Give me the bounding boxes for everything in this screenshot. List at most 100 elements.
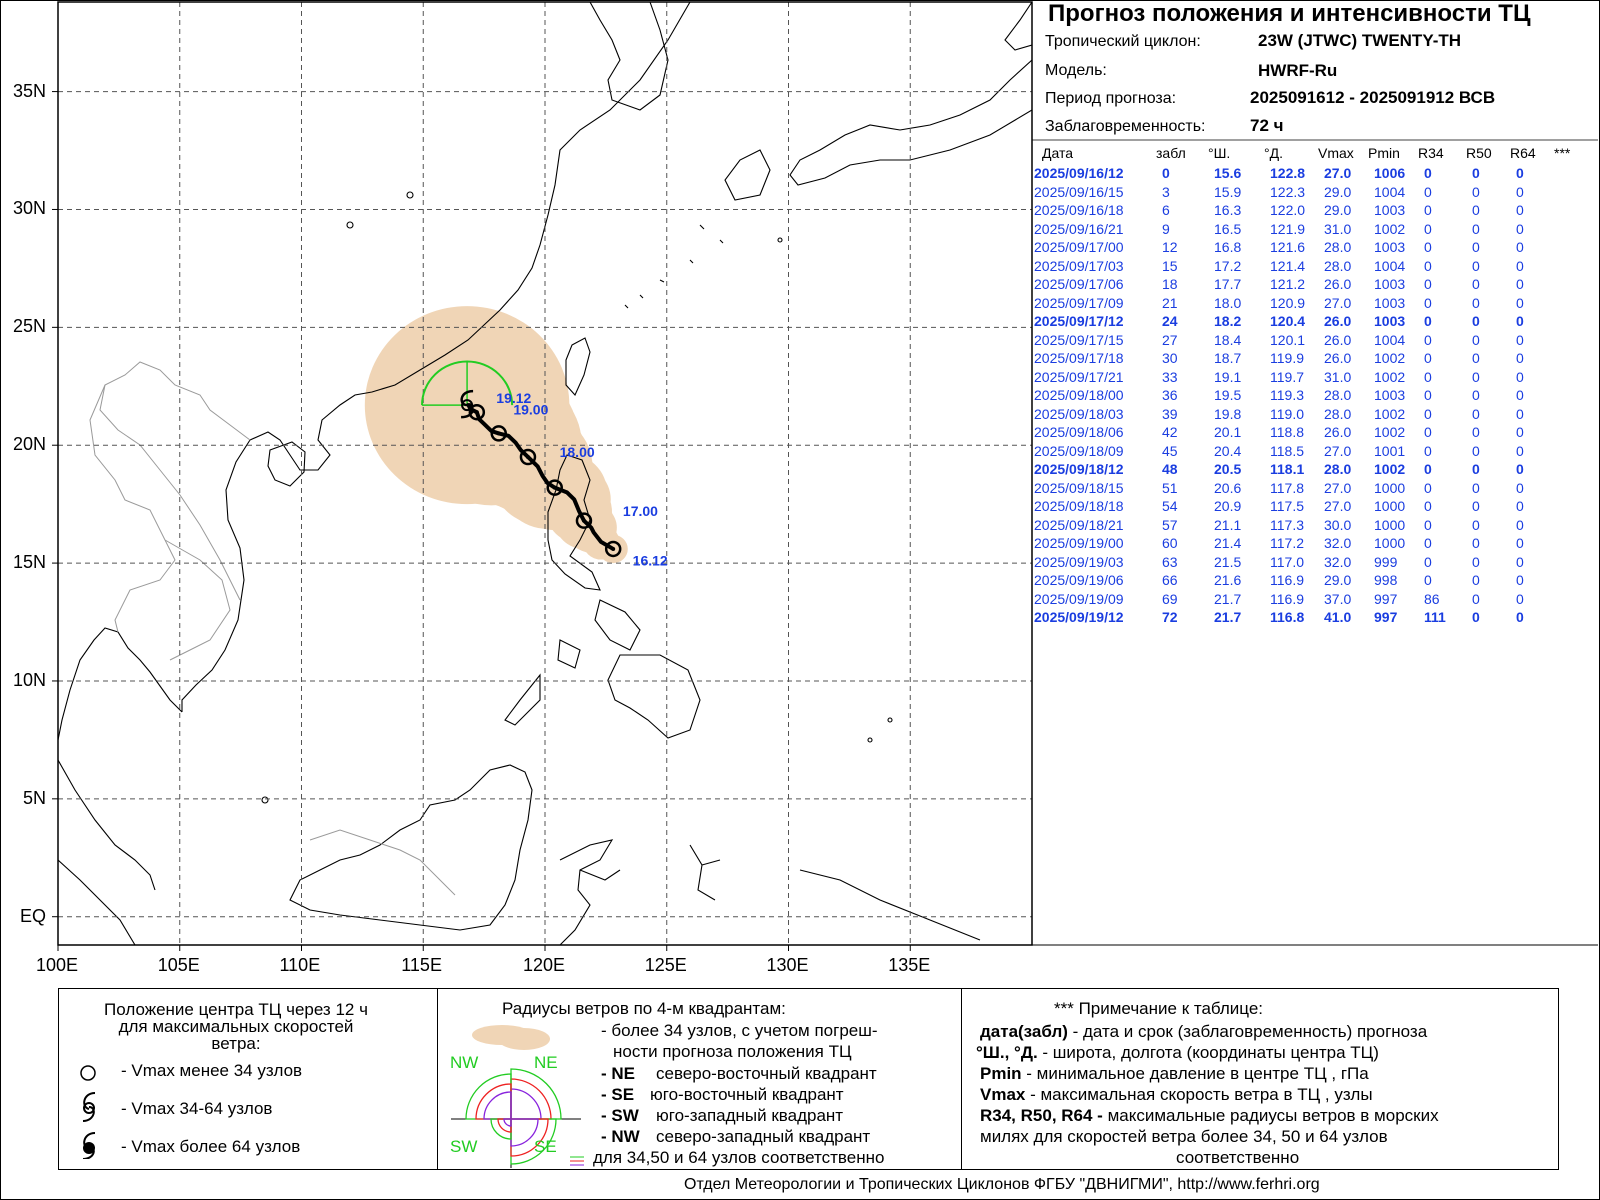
lon-label-105: 105E — [157, 955, 200, 975]
table-cell-lat: 15.9 — [1214, 183, 1242, 200]
table-cell-pmin: 1002 — [1374, 405, 1406, 422]
table-cell-lead: 18 — [1162, 276, 1178, 292]
table-cell-r64: 0 — [1516, 535, 1524, 551]
table-cell-date: 2025/09/17/03 — [1034, 257, 1124, 274]
track-point[interactable] — [604, 540, 622, 558]
table-cell-r34: 111 — [1424, 609, 1446, 625]
table-cell-lead: 15 — [1162, 257, 1178, 274]
legend2-q-nw: NW — [450, 1053, 479, 1072]
track-point-center — [611, 546, 616, 551]
table-cell-lat: 20.6 — [1214, 479, 1242, 496]
table-cell-r64: 0 — [1516, 313, 1524, 329]
model-value: HWRF-Ru — [1258, 61, 1338, 80]
table-cell-lon: 119.0 — [1270, 405, 1304, 422]
table-cell-pmin: 1003 — [1374, 387, 1406, 403]
table-cell-r50: 0 — [1472, 590, 1480, 607]
lat-lon-grid — [58, 2, 1032, 945]
table-cell-r64: 0 — [1516, 442, 1524, 459]
table-cell-lon: 116.9 — [1270, 590, 1304, 607]
table-cell-lat: 18.2 — [1214, 313, 1242, 329]
table-cell-lon: 121.4 — [1270, 257, 1306, 274]
lat-label-5: 5N — [22, 787, 46, 808]
table-cell-r50: 0 — [1472, 202, 1480, 218]
table-cell-lead: 57 — [1162, 516, 1178, 533]
table-cell-lat: 19.1 — [1214, 368, 1242, 385]
legend3-l5b: R34, R50, R64 - — [980, 1106, 1103, 1125]
table-cell-r34: 0 — [1424, 442, 1432, 459]
table-cell-lat: 21.6 — [1214, 572, 1242, 588]
table-cell-lead: 42 — [1162, 424, 1178, 440]
table-cell-lead: 54 — [1162, 498, 1178, 514]
table-cell-r64: 0 — [1516, 405, 1524, 422]
table-cell-pmin: 1003 — [1374, 276, 1406, 292]
table-cell-date: 2025/09/19/09 — [1034, 590, 1124, 607]
table-col-header: °Д. — [1264, 145, 1283, 161]
table-cell-lead: 21 — [1162, 294, 1178, 311]
table-cell-vmax: 32.0 — [1324, 553, 1352, 570]
track-time-label: 19.00 — [513, 402, 548, 418]
lon-label-100: 100E — [36, 955, 79, 975]
track-point[interactable] — [575, 512, 593, 529]
table-cell-lead: 60 — [1162, 535, 1178, 551]
table-cell-lat: 21.5 — [1214, 553, 1242, 570]
footer-credit[interactable]: Отдел Метеорологии и Тропических Циклоно… — [684, 1176, 1320, 1193]
track-symbol-34-64[interactable] — [460, 389, 474, 419]
table-cell-lat: 20.4 — [1214, 442, 1242, 459]
cyclone-label: Тропический циклон: — [1045, 33, 1201, 50]
legend2-se-text: юго-восточный квадрант — [650, 1085, 844, 1104]
table-cell-r64: 0 — [1516, 516, 1524, 533]
table-cell-lon: 121.2 — [1270, 276, 1306, 292]
table-cell-lon: 116.9 — [1270, 572, 1304, 588]
table-cell-lead: 66 — [1162, 572, 1178, 588]
table-cell-r50: 0 — [1472, 572, 1480, 588]
lon-label-135: 135E — [888, 955, 931, 975]
table-cell-pmin: 999 — [1374, 553, 1398, 570]
track-point[interactable] — [490, 425, 507, 442]
table-cell-r64: 0 — [1516, 461, 1524, 477]
track-point[interactable] — [468, 403, 486, 421]
table-cell-r50: 0 — [1472, 313, 1480, 329]
table-cell-date: 2025/09/18/15 — [1034, 479, 1124, 496]
track-point[interactable] — [519, 448, 537, 466]
table-cell-lon: 118.1 — [1270, 461, 1305, 477]
table-cell-date: 2025/09/18/03 — [1034, 405, 1124, 422]
table-cell-r34: 0 — [1424, 516, 1432, 533]
table-cell-r64: 0 — [1516, 276, 1524, 292]
table-cell-pmin: 1003 — [1374, 239, 1406, 255]
track-point[interactable] — [546, 479, 563, 496]
table-cell-lead: 72 — [1162, 609, 1178, 625]
table-cell-lon: 120.1 — [1270, 331, 1306, 348]
table-cell-lon: 121.9 — [1270, 220, 1306, 237]
table-cell-vmax: 28.0 — [1324, 239, 1352, 255]
model-label: Модель: — [1045, 62, 1107, 79]
table-cell-lead: 63 — [1162, 553, 1178, 570]
table-cell-r34: 0 — [1424, 350, 1432, 366]
table-cell-r34: 0 — [1424, 461, 1432, 477]
lead-label: Заблаговременность: — [1045, 118, 1206, 135]
table-cell-r34: 0 — [1424, 553, 1432, 570]
legend1-title1: Положение центра ТЦ через 12 ч — [104, 1000, 368, 1019]
wind-quadrant-diagram-icon — [451, 1025, 584, 1168]
table-col-header: Дата — [1042, 145, 1074, 161]
table-cell-date: 2025/09/17/12 — [1034, 313, 1124, 329]
legend3-title: *** Примечание к таблице: — [1054, 999, 1264, 1018]
track-point[interactable] — [461, 399, 474, 412]
legend3-l1b: дата(забл) — [980, 1022, 1068, 1041]
legend1-title3: ветра: — [211, 1034, 261, 1053]
table-cell-lead: 48 — [1162, 461, 1178, 477]
track-point-center — [474, 410, 479, 415]
legend2-sw-text: юго-западный квадрант — [656, 1106, 844, 1125]
table-cell-r50: 0 — [1472, 350, 1480, 366]
table-cell-vmax: 30.0 — [1324, 516, 1352, 533]
table-cell-vmax: 27.0 — [1324, 294, 1352, 311]
table-cell-r64: 0 — [1516, 424, 1524, 440]
legend2-ne-code: - NE — [601, 1064, 635, 1083]
table-cell-pmin: 1004 — [1374, 183, 1406, 200]
table-col-header: Vmax — [1318, 145, 1354, 161]
table-cell-date: 2025/09/18/06 — [1034, 424, 1124, 440]
table-cell-r34: 0 — [1424, 535, 1432, 551]
legend-track-symbols: Положение центра ТЦ через 12 ч для макси… — [58, 988, 438, 1170]
table-cell-r50: 0 — [1472, 405, 1480, 422]
table-cell-r34: 0 — [1424, 183, 1432, 200]
